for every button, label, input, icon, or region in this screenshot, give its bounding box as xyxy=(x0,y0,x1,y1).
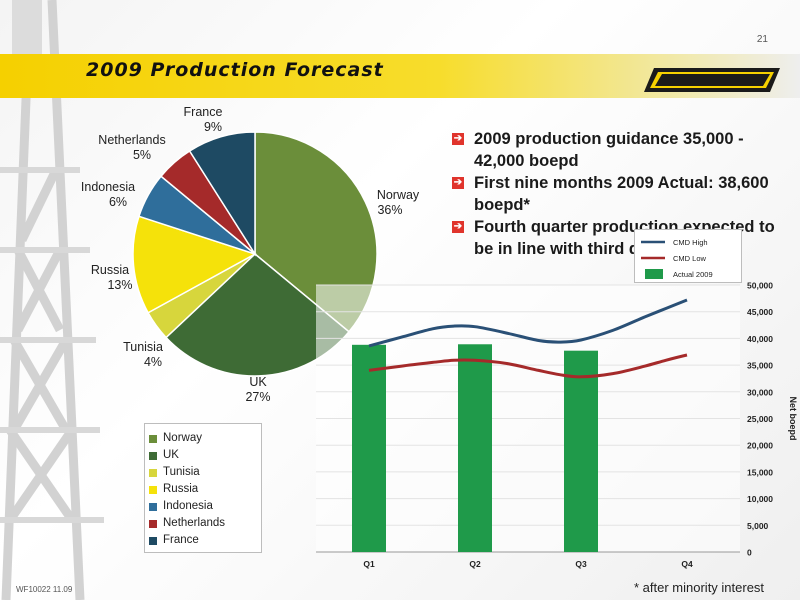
x-tick-label: Q2 xyxy=(469,559,481,569)
pie-legend-item: Norway xyxy=(149,430,261,447)
bullet-text: 2009 production guidance 35,000 - 42,000… xyxy=(474,130,744,170)
pie-slice-russia xyxy=(132,215,257,314)
legend-swatch xyxy=(149,536,157,545)
y-tick-label: 45,000 xyxy=(747,307,773,317)
y-tick-label: 10,000 xyxy=(747,494,773,504)
pie-label-tunisia: Tunisia xyxy=(123,340,163,354)
y-tick-label: 20,000 xyxy=(747,441,773,451)
legend-swatch xyxy=(645,269,663,279)
pie-legend-item: Indonesia xyxy=(149,498,261,515)
bullet-text: First nine months 2009 Actual: 38,600 bo… xyxy=(474,174,769,214)
legend-label: Russia xyxy=(163,483,199,495)
y-tick-label: 25,000 xyxy=(747,414,773,424)
key-points: ➔ 2009 production guidance 35,000 - 42,00… xyxy=(452,128,792,260)
pie-legend: Norway UK Tunisia Russia Indonesia Netherland… xyxy=(144,423,262,553)
pie-label-norway: Norway xyxy=(377,188,420,202)
legend-swatch xyxy=(149,519,157,528)
arrow-icon: ➔ xyxy=(452,133,464,145)
bar-actual-q1 xyxy=(352,344,386,552)
pie-legend-item: UK xyxy=(149,447,261,464)
y-tick-label: 35,000 xyxy=(747,361,773,371)
bar-actual-q3 xyxy=(564,350,598,552)
x-tick-label: Q3 xyxy=(575,559,587,569)
legend-label: Tunisia xyxy=(163,466,200,478)
pie-label-russia: Russia xyxy=(91,263,129,277)
x-tick-label: Q4 xyxy=(681,559,693,569)
page-title: 2009 Production Forecast xyxy=(86,59,384,81)
pie-label-france: France xyxy=(184,105,223,119)
pie-pct-tunisia: 4% xyxy=(144,355,162,369)
production-legend: CMD High CMD Low Actual 2009 xyxy=(634,229,742,283)
pie-pct-france: 9% xyxy=(204,120,222,134)
pie-legend-item: Russia xyxy=(149,481,261,498)
bar-actual-q2 xyxy=(458,344,492,552)
pie-label-indonesia: Indonesia xyxy=(81,180,135,194)
pie-legend-item: France xyxy=(149,532,261,549)
legend-label: CMD Low xyxy=(673,254,707,263)
arrow-icon: ➔ xyxy=(452,221,464,233)
arrow-icon: ➔ xyxy=(452,177,464,189)
y-tick-label: 15,000 xyxy=(747,467,773,477)
legend-swatch xyxy=(149,434,157,443)
y-tick-label: 40,000 xyxy=(747,334,773,344)
footnote: * after minority interest xyxy=(634,580,765,595)
line-cmd-low xyxy=(368,353,688,379)
legend-swatch xyxy=(149,502,157,511)
pie-label-netherlands: Netherlands xyxy=(98,133,165,147)
legend-label: Actual 2009 xyxy=(673,270,713,279)
y-tick-label: 5,000 xyxy=(747,521,769,531)
legend-label: Netherlands xyxy=(163,517,226,529)
pie-pct-norway: 36% xyxy=(377,203,402,217)
legend-label: UK xyxy=(163,449,179,461)
document-reference: WF10022 11.09 xyxy=(16,585,73,594)
page-number: 21 xyxy=(756,34,768,45)
pie-pct-uk: 27% xyxy=(245,390,270,404)
pie-slice-france xyxy=(188,131,256,257)
pie-pct-russia: 13% xyxy=(107,278,132,292)
legend-label: Indonesia xyxy=(163,500,213,512)
y-tick-label: 50,000 xyxy=(747,281,773,291)
pie-legend-item: Netherlands xyxy=(149,515,261,532)
legend-swatch xyxy=(149,468,157,477)
pie-pct-indonesia: 6% xyxy=(109,195,127,209)
legend-label: France xyxy=(163,534,199,546)
line-cmd-high xyxy=(368,298,688,348)
bullet-item: ➔ First nine months 2009 Actual: 38,600 b… xyxy=(452,172,792,216)
y-tick-label: 30,000 xyxy=(747,387,773,397)
legend-swatch xyxy=(149,451,157,460)
bullet-item: ➔ 2009 production guidance 35,000 - 42,00… xyxy=(452,128,792,172)
pie-legend-item: Tunisia xyxy=(149,464,261,481)
legend-label: CMD High xyxy=(673,238,708,247)
legend-label: Norway xyxy=(163,432,202,444)
y-axis-label: Net boepd xyxy=(788,397,798,441)
production-chart: 0 5,000 10,000 15,000 20,000 25,000 30,000 35,0… xyxy=(316,281,798,569)
y-tick-label: 0 xyxy=(747,548,752,558)
lundin-logo xyxy=(644,68,780,92)
pie-label-uk: UK xyxy=(249,375,267,389)
pie-pct-netherlands: 5% xyxy=(133,148,151,162)
legend-swatch xyxy=(149,485,157,494)
x-tick-label: Q1 xyxy=(363,559,375,569)
